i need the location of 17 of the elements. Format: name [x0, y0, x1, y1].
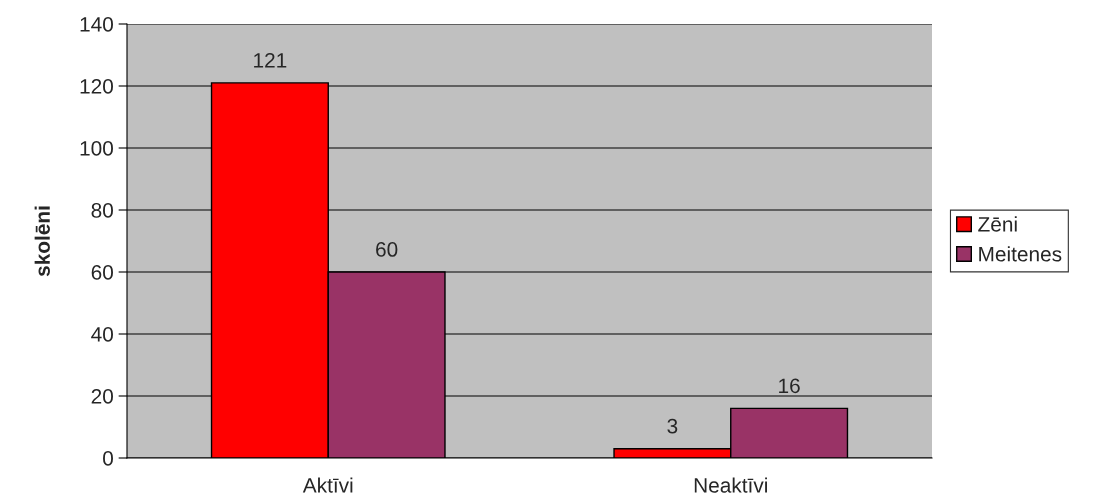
y-tick-label: 100	[80, 141, 113, 156]
y-tick-label: 20	[91, 389, 113, 404]
data-label: 3	[667, 418, 678, 434]
data-label: 121	[254, 52, 287, 68]
x-tick-label: Neaktīvi	[694, 477, 767, 493]
x-tick-label: Aktīvi	[302, 477, 353, 493]
data-label: 60	[376, 242, 398, 257]
data-label: 16	[779, 378, 800, 394]
legend-label: Zēni	[978, 216, 1017, 232]
legend-label: Meitenes	[979, 246, 1062, 262]
y-tick-label: 60	[91, 265, 113, 280]
y-tick-label: 80	[91, 203, 113, 218]
y-tick-label: 140	[80, 17, 113, 32]
y-axis-title: skolēni	[34, 206, 50, 277]
y-tick-label: 0	[103, 451, 113, 466]
y-tick-label: 120	[80, 79, 113, 94]
y-tick-label: 40	[91, 327, 113, 342]
